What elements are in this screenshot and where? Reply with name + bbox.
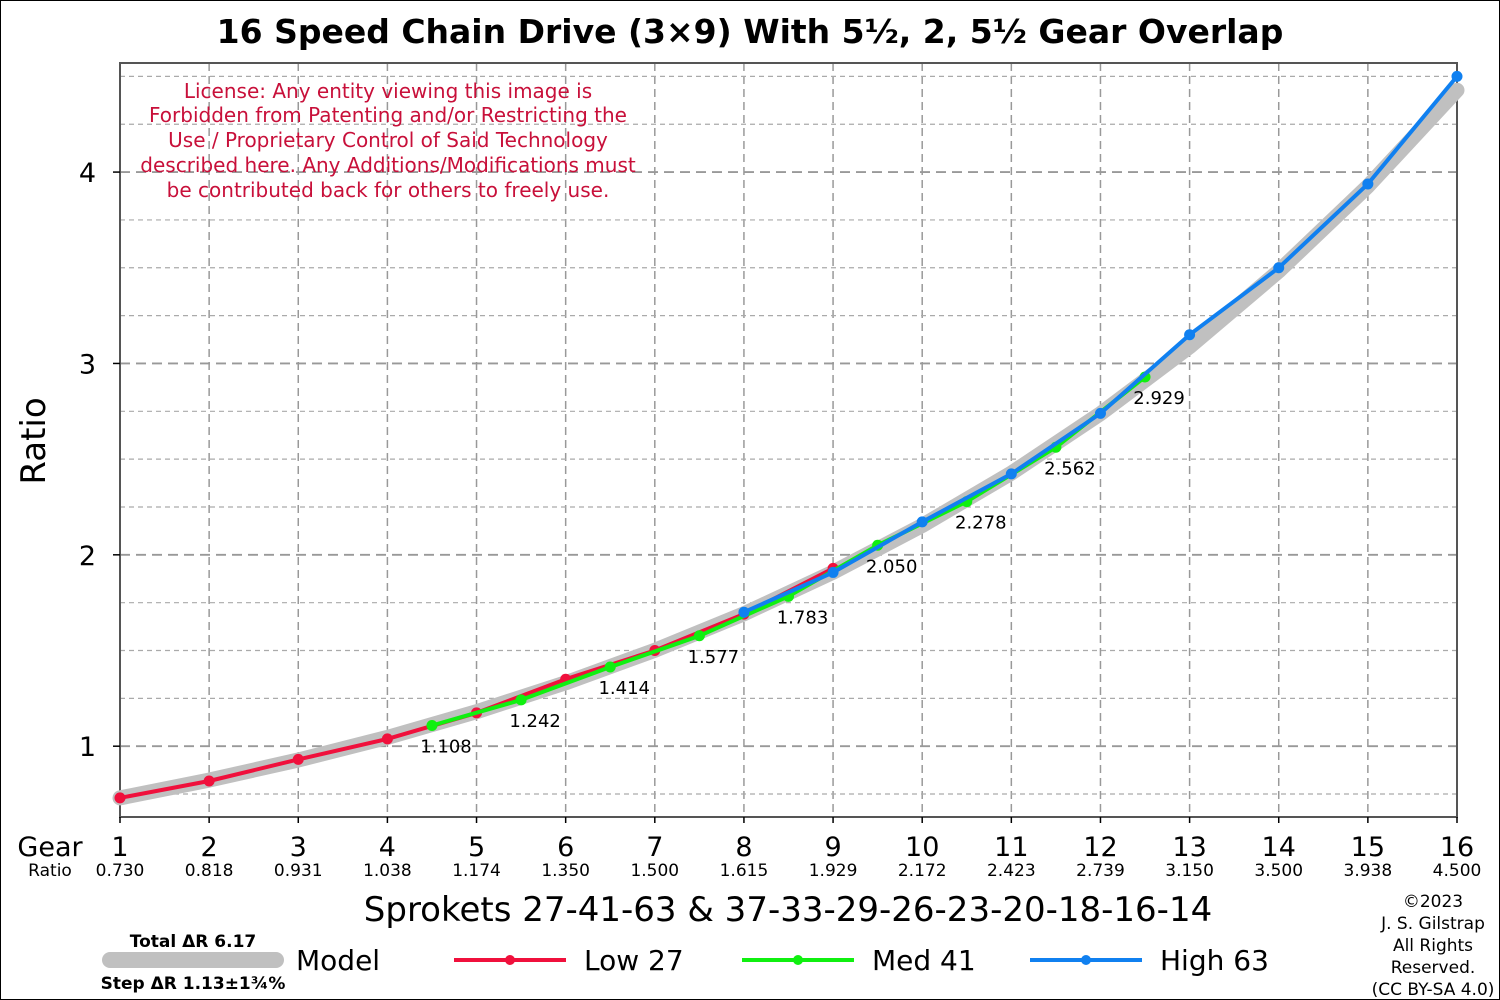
y-tick-label: 4 <box>79 158 96 189</box>
plot-frame <box>119 62 1458 818</box>
gear-tick-label: 11 <box>994 832 1028 863</box>
license-line: be contributed back for others to freely… <box>167 178 610 202</box>
series-lines <box>112 70 1465 806</box>
point-value-label: 2.050 <box>866 556 918 577</box>
point-value-label: 2.929 <box>1133 388 1185 409</box>
series-med-41-point <box>693 630 705 642</box>
point-value-label: 1.783 <box>777 607 829 628</box>
gear-ratio-label: 0.730 <box>96 861 145 881</box>
copyright-line: ©2023 <box>1403 892 1463 912</box>
gear-tick-label: 9 <box>824 832 841 863</box>
total-delta-ratio: Total ΔR 6.17 <box>130 932 256 952</box>
license-line: Forbidden from Patenting and/or Restrict… <box>149 103 627 127</box>
point-labels: 1.108 1.242 1.414 1.577 1.783 2.050 2.278 2.562… <box>420 388 1185 757</box>
license-line: described here. Any Additions/Modificati… <box>140 153 636 177</box>
series-high-63-point <box>1005 468 1017 480</box>
step-delta-ratio: Step ΔR 1.13±1¾% <box>101 974 286 994</box>
axis-ticks: 10.73020.81830.93141.03851.17461.35071.5… <box>79 158 1482 881</box>
gear-ratio-label: 4.500 <box>1433 861 1482 881</box>
gear-ratio-label: 1.174 <box>452 861 501 881</box>
copyright-line: J. S. Gilstrap <box>1380 914 1485 934</box>
copyright-line: All Rights <box>1393 936 1473 956</box>
gear-ratio-label: 3.938 <box>1344 861 1393 881</box>
series-low-27-point <box>203 775 215 787</box>
legend-label-model: Model <box>296 944 380 977</box>
ratio-axis-label: Ratio <box>28 861 72 881</box>
gear-ratio-label: 3.500 <box>1254 861 1303 881</box>
y-tick-label: 2 <box>79 541 96 572</box>
gear-ratio-label: 2.172 <box>898 861 947 881</box>
point-value-label: 1.242 <box>509 711 561 732</box>
legend-marker-low <box>505 955 515 965</box>
gear-axis-label: Gear <box>17 832 83 863</box>
y-axis-label: Ratio <box>14 397 54 484</box>
series-med-41-point <box>604 661 616 673</box>
gear-tick-label: 12 <box>1083 832 1117 863</box>
series-low-27-point <box>381 733 393 745</box>
point-value-label: 2.278 <box>955 513 1007 534</box>
gear-tick-label: 2 <box>201 832 218 863</box>
gear-tick-label: 5 <box>468 832 485 863</box>
license-line: License: Any entity viewing this image i… <box>184 79 592 103</box>
series-low-27-point <box>114 792 126 804</box>
y-tick-label: 1 <box>79 732 96 763</box>
gear-ratio-label: 2.739 <box>1076 861 1125 881</box>
copyright-notice: ©2023 J. S. Gilstrap All Rights Reserved… <box>1372 892 1495 1000</box>
series-high-63-point <box>1094 407 1106 419</box>
point-value-label: 2.562 <box>1044 458 1096 479</box>
gear-tick-label: 14 <box>1262 832 1296 863</box>
gear-ratio-label: 1.615 <box>720 861 769 881</box>
series-high-63-point <box>916 516 928 528</box>
legend-label-low: Low 27 <box>584 944 684 977</box>
gear-tick-label: 10 <box>905 832 939 863</box>
gear-tick-label: 13 <box>1172 832 1206 863</box>
series-high-63-point <box>827 566 839 578</box>
point-value-label: 1.414 <box>598 678 650 699</box>
series-high-63-point <box>1273 262 1285 274</box>
y-tick-label: 3 <box>79 349 96 380</box>
legend: Total ΔR 6.17 Step ΔR 1.13±1¾% Model Low… <box>101 932 1269 994</box>
series-med-41-point <box>426 720 438 732</box>
chart-title: 16 Speed Chain Drive (3×9) With 5½, 2, 5… <box>217 12 1284 51</box>
copyright-line: (CC BY-SA 4.0) <box>1372 980 1495 1000</box>
series-high-63-point <box>1362 178 1374 190</box>
series-high-63-point <box>1451 70 1463 82</box>
license-notice: License: Any entity viewing this image i… <box>140 79 636 202</box>
gear-tick-label: 3 <box>290 832 307 863</box>
copyright-line: Reserved. <box>1391 958 1476 978</box>
gear-tick-label: 8 <box>735 832 752 863</box>
legend-marker-med <box>793 955 803 965</box>
series-med-41-line <box>431 375 1147 728</box>
gear-tick-label: 4 <box>379 832 396 863</box>
point-value-label: 1.108 <box>420 737 472 758</box>
x-axis-label: Sprokets 27-41-63 & 37-33-29-26-23-20-18… <box>364 890 1212 930</box>
gear-ratio-label: 1.350 <box>541 861 590 881</box>
gear-tick-label: 16 <box>1440 832 1474 863</box>
gear-ratio-label: 1.038 <box>363 861 412 881</box>
point-value-label: 1.577 <box>688 647 740 668</box>
gear-ratio-label: 1.500 <box>630 861 679 881</box>
gear-tick-label: 7 <box>646 832 663 863</box>
gear-ratio-label: 0.931 <box>274 861 323 881</box>
gear-tick-label: 6 <box>557 832 574 863</box>
series-low-27-point <box>292 753 304 765</box>
license-line: Use / Proprietary Control of Said Techno… <box>168 128 608 152</box>
gear-ratio-label: 3.150 <box>1165 861 1214 881</box>
gear-tick-label: 15 <box>1351 832 1385 863</box>
gear-ratio-label: 1.929 <box>809 861 858 881</box>
gear-ratio-label: 0.818 <box>185 861 234 881</box>
series-high-63-point <box>1184 329 1196 341</box>
grid <box>120 63 1457 817</box>
gear-tick-label: 1 <box>111 832 128 863</box>
series-med-41-point <box>515 694 527 706</box>
legend-label-med: Med 41 <box>872 944 976 977</box>
series-high-63-point <box>738 606 750 618</box>
legend-label-high: High 63 <box>1160 944 1269 977</box>
legend-marker-high <box>1081 955 1091 965</box>
gear-ratio-label: 2.423 <box>987 861 1036 881</box>
